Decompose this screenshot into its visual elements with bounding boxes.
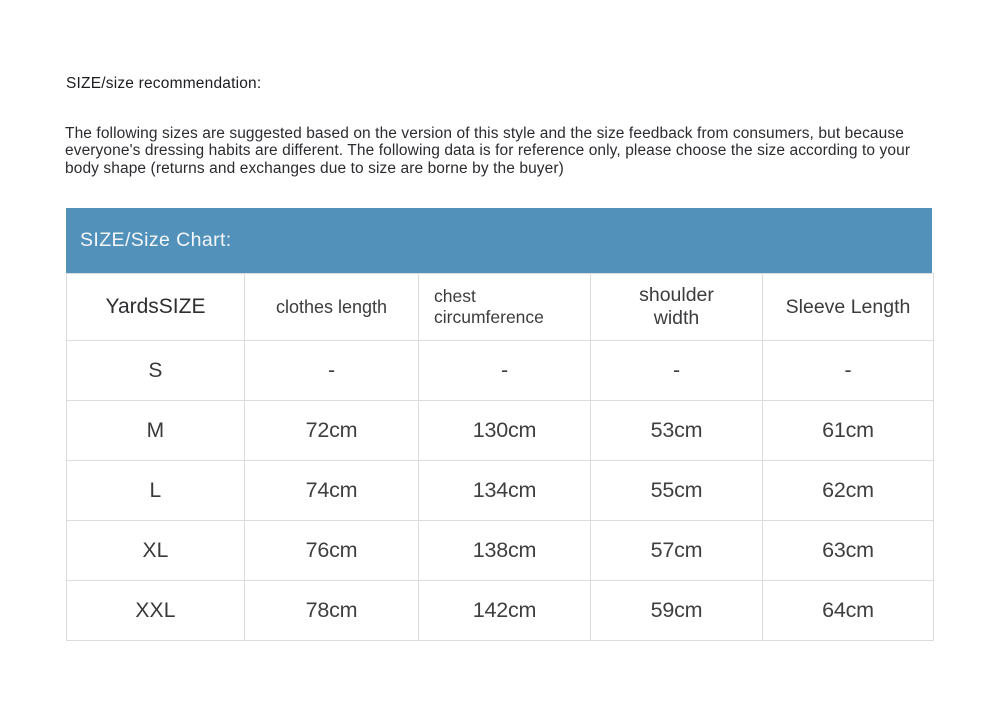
size-cell: S — [66, 340, 245, 401]
size-disclaimer-text: The following sizes are suggested based … — [65, 125, 911, 177]
value-cell: 138cm — [418, 520, 591, 581]
column-header-sleeve: Sleeve Length — [762, 273, 934, 341]
value-cell: 57cm — [590, 520, 763, 581]
value-cell: - — [762, 340, 934, 401]
table-row-m: M 72cm 130cm 53cm 61cm — [66, 400, 934, 461]
size-cell: M — [66, 400, 245, 461]
value-cell: 63cm — [762, 520, 934, 581]
value-cell: 130cm — [418, 400, 591, 461]
value-cell: - — [244, 340, 419, 401]
value-cell: 134cm — [418, 460, 591, 521]
size-chart-table: YardsSIZE clothes length chest circumfer… — [66, 273, 934, 641]
size-chart-title: SIZE/Size Chart: — [80, 229, 232, 251]
size-table-header: YardsSIZE clothes length chest circumfer… — [66, 273, 934, 341]
value-cell: 76cm — [244, 520, 419, 581]
value-cell: 78cm — [244, 580, 419, 641]
column-header-clothes-length: clothes length — [244, 273, 419, 341]
column-header-shoulder: shoulder width — [590, 273, 763, 341]
value-cell: 55cm — [590, 460, 763, 521]
table-row-l: L 74cm 134cm 55cm 62cm — [66, 460, 934, 521]
size-cell: XL — [66, 520, 245, 581]
size-table-body: S - - - - M 72cm 130cm 53cm 61cm L 74cm … — [66, 340, 934, 641]
value-cell: 64cm — [762, 580, 934, 641]
size-cell: XXL — [66, 580, 245, 641]
size-chart-title-bar: SIZE/Size Chart: — [66, 208, 932, 273]
value-cell: 142cm — [418, 580, 591, 641]
value-cell: 53cm — [590, 400, 763, 461]
column-header-size: YardsSIZE — [66, 273, 245, 341]
table-row-xxl: XXL 78cm 142cm 59cm 64cm — [66, 580, 934, 641]
table-row-s: S - - - - — [66, 340, 934, 401]
column-header-chest: chest circumference — [418, 273, 591, 341]
value-cell: 59cm — [590, 580, 763, 641]
header-row: YardsSIZE clothes length chest circumfer… — [66, 273, 934, 341]
value-cell: - — [590, 340, 763, 401]
value-cell: 72cm — [244, 400, 419, 461]
value-cell: 61cm — [762, 400, 934, 461]
value-cell: 62cm — [762, 460, 934, 521]
value-cell: 74cm — [244, 460, 419, 521]
size-cell: L — [66, 460, 245, 521]
table-row-xl: XL 76cm 138cm 57cm 63cm — [66, 520, 934, 581]
size-recommendation-heading: SIZE/size recommendation: — [66, 75, 262, 92]
value-cell: - — [418, 340, 591, 401]
